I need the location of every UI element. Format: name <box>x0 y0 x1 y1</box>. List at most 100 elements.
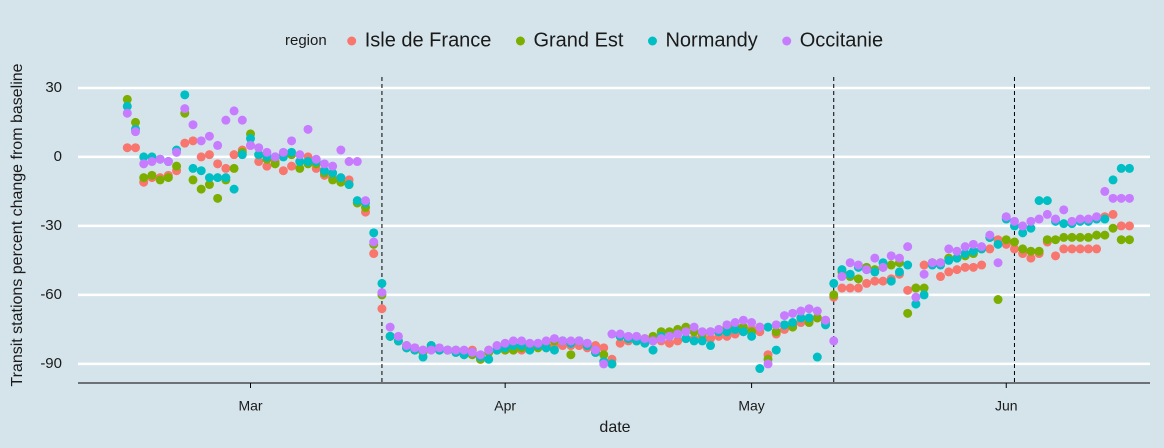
point <box>722 327 732 337</box>
point <box>870 253 880 263</box>
point <box>352 196 362 206</box>
point <box>664 331 674 341</box>
point <box>361 196 371 206</box>
point <box>525 338 535 348</box>
point <box>163 157 173 167</box>
y-tick-label: 30 <box>45 79 62 96</box>
point <box>722 320 732 330</box>
point <box>771 320 781 330</box>
point <box>886 260 896 270</box>
point <box>944 244 954 254</box>
point <box>262 161 272 171</box>
point <box>853 274 863 284</box>
point <box>484 345 494 355</box>
point <box>122 108 132 118</box>
point <box>1067 232 1077 242</box>
point <box>287 147 297 157</box>
point <box>434 343 444 353</box>
point <box>944 267 954 277</box>
point <box>829 336 839 346</box>
point <box>155 154 165 164</box>
point <box>1116 221 1126 231</box>
legend-marker <box>782 36 792 46</box>
point <box>706 327 716 337</box>
point <box>344 157 354 167</box>
point <box>336 173 346 183</box>
point <box>180 104 190 114</box>
point <box>673 329 683 339</box>
point <box>1108 193 1118 203</box>
point <box>1067 244 1077 254</box>
point <box>903 242 913 252</box>
point <box>878 276 888 286</box>
legend-marker <box>647 36 657 46</box>
point <box>714 324 724 334</box>
y-tick-label: -30 <box>40 217 62 234</box>
point <box>451 345 461 355</box>
point <box>1116 235 1126 245</box>
point <box>467 347 477 357</box>
point <box>385 331 395 341</box>
point <box>706 334 716 344</box>
point <box>517 336 527 346</box>
point <box>426 345 436 355</box>
point <box>960 262 970 272</box>
point <box>566 336 576 346</box>
point <box>1051 251 1061 261</box>
point <box>697 327 707 337</box>
x-tick-label: May <box>738 398 764 414</box>
point <box>229 150 239 160</box>
point <box>476 350 486 360</box>
point <box>1042 235 1052 245</box>
point <box>599 359 609 369</box>
point <box>369 249 379 259</box>
point <box>796 313 806 323</box>
point <box>1026 223 1036 233</box>
point <box>254 143 264 153</box>
point <box>862 265 872 275</box>
point <box>278 147 288 157</box>
point <box>968 246 978 256</box>
point <box>328 175 338 185</box>
point <box>1059 219 1069 229</box>
point <box>837 265 847 275</box>
point <box>229 184 239 194</box>
point <box>1092 212 1102 222</box>
point <box>977 242 987 252</box>
point <box>903 260 913 270</box>
point <box>1059 244 1069 254</box>
point <box>319 166 329 176</box>
point <box>706 341 716 351</box>
point <box>771 345 781 355</box>
point <box>747 331 757 341</box>
point <box>311 154 321 164</box>
y-tick-label: 0 <box>54 148 62 165</box>
point <box>500 338 510 348</box>
point <box>541 336 551 346</box>
point <box>648 345 658 355</box>
point <box>1042 209 1052 219</box>
point <box>821 315 831 325</box>
point <box>180 138 190 148</box>
point <box>549 334 559 344</box>
point <box>911 292 921 302</box>
point <box>673 336 683 346</box>
point <box>837 283 847 293</box>
point <box>1092 230 1102 240</box>
point <box>623 331 633 341</box>
point <box>237 150 247 160</box>
point <box>812 313 822 323</box>
point <box>632 331 642 341</box>
point <box>131 143 141 153</box>
point <box>1083 244 1093 254</box>
point <box>1075 214 1085 224</box>
point <box>459 345 469 355</box>
point <box>196 136 206 146</box>
point <box>180 90 190 100</box>
point <box>188 120 198 130</box>
point <box>993 239 1003 249</box>
point <box>188 175 198 185</box>
point <box>237 115 247 125</box>
point <box>270 152 280 162</box>
point <box>919 260 929 270</box>
